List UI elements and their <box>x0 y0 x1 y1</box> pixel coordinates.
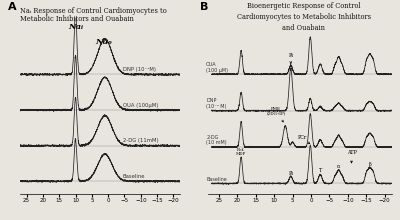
Text: Naᵢ: Naᵢ <box>68 23 83 31</box>
Text: Pi: Pi <box>288 53 293 64</box>
Text: and Ouabain: and Ouabain <box>282 24 326 32</box>
Text: PCr: PCr <box>297 135 310 144</box>
Text: α: α <box>337 164 340 169</box>
Text: PME
(2DG-6P): PME (2DG-6P) <box>266 107 286 122</box>
Text: OUA (100μM): OUA (100μM) <box>123 103 158 108</box>
Text: Baseline: Baseline <box>123 174 145 179</box>
Text: DNP
(10⁻⁴ M): DNP (10⁻⁴ M) <box>206 98 226 109</box>
Text: OUA
(100 μM): OUA (100 μM) <box>206 62 228 73</box>
Text: A: A <box>8 2 17 12</box>
Text: Pi: Pi <box>288 170 293 176</box>
Text: Metabolic Inhibitors and Ouabain: Metabolic Inhibitors and Ouabain <box>20 15 134 23</box>
Text: Bioenergetic Response of Control: Bioenergetic Response of Control <box>247 2 361 10</box>
Text: Baseline: Baseline <box>206 177 227 182</box>
Text: 2-DG (11mM): 2-DG (11mM) <box>123 138 158 143</box>
Text: Naₒ: Naₒ <box>95 38 112 46</box>
Text: β: β <box>368 162 371 167</box>
Text: Naᵢ Response of Control Cardiomyocytes to: Naᵢ Response of Control Cardiomyocytes t… <box>20 7 167 15</box>
Text: DNP (10⁻⁴M): DNP (10⁻⁴M) <box>123 67 156 72</box>
Text: B: B <box>200 2 208 12</box>
Text: ATP: ATP <box>347 150 356 163</box>
Text: T: T <box>319 168 322 173</box>
Text: Cardiomyocytes to Metabolic Inhibitors: Cardiomyocytes to Metabolic Inhibitors <box>237 13 371 21</box>
Text: 2-DG
(10 mM): 2-DG (10 mM) <box>206 135 227 145</box>
Text: Ref.
MDP: Ref. MDP <box>236 148 246 156</box>
